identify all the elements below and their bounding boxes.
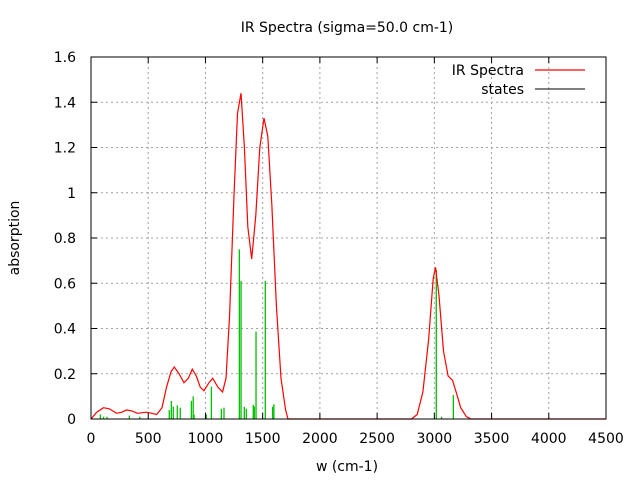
legend-label-states: states: [481, 82, 524, 98]
x-tick-label: 4500: [588, 431, 624, 447]
states-sticks: [99, 249, 454, 419]
plot-border: [90, 56, 607, 420]
y-tick-label: 1: [67, 186, 76, 202]
x-tick-label: 1500: [245, 431, 281, 447]
x-tick-label: 500: [135, 431, 162, 447]
x-tick-label: 0: [87, 431, 96, 447]
ir-spectra-line: [90, 93, 606, 420]
x-tick-label: 3000: [417, 431, 453, 447]
y-tick-label: 0.4: [54, 322, 76, 338]
y-axis-label: absorption: [7, 201, 23, 276]
x-tick-label: 2000: [302, 431, 338, 447]
x-tick-label: 4000: [531, 431, 567, 447]
y-tick-label: 0.2: [54, 367, 76, 383]
y-tick-label: 0.6: [54, 276, 76, 292]
x-tick-label: 3500: [474, 431, 510, 447]
legend-label-ir-spectra: IR Spectra: [452, 63, 524, 79]
y-tick-label: 0: [67, 412, 76, 428]
y-tick-label: 1.6: [54, 50, 76, 66]
y-tick-label: 0.8: [54, 231, 76, 247]
x-tick-label: 1000: [188, 431, 224, 447]
x-axis-label: w (cm-1): [316, 459, 378, 475]
x-tick-label: 2500: [359, 431, 395, 447]
y-tick-label: 1.2: [54, 141, 76, 157]
legend: IR Spectra states: [452, 63, 585, 98]
axis-ticks: 0 500 1000 1500 2000 2500 3000 3500 4000 4500 0 0.2…: [54, 50, 624, 447]
grid: [91, 57, 606, 419]
y-tick-label: 1.4: [54, 95, 76, 111]
chart-title: IR Spectra (sigma=50.0 cm-1): [241, 20, 454, 36]
